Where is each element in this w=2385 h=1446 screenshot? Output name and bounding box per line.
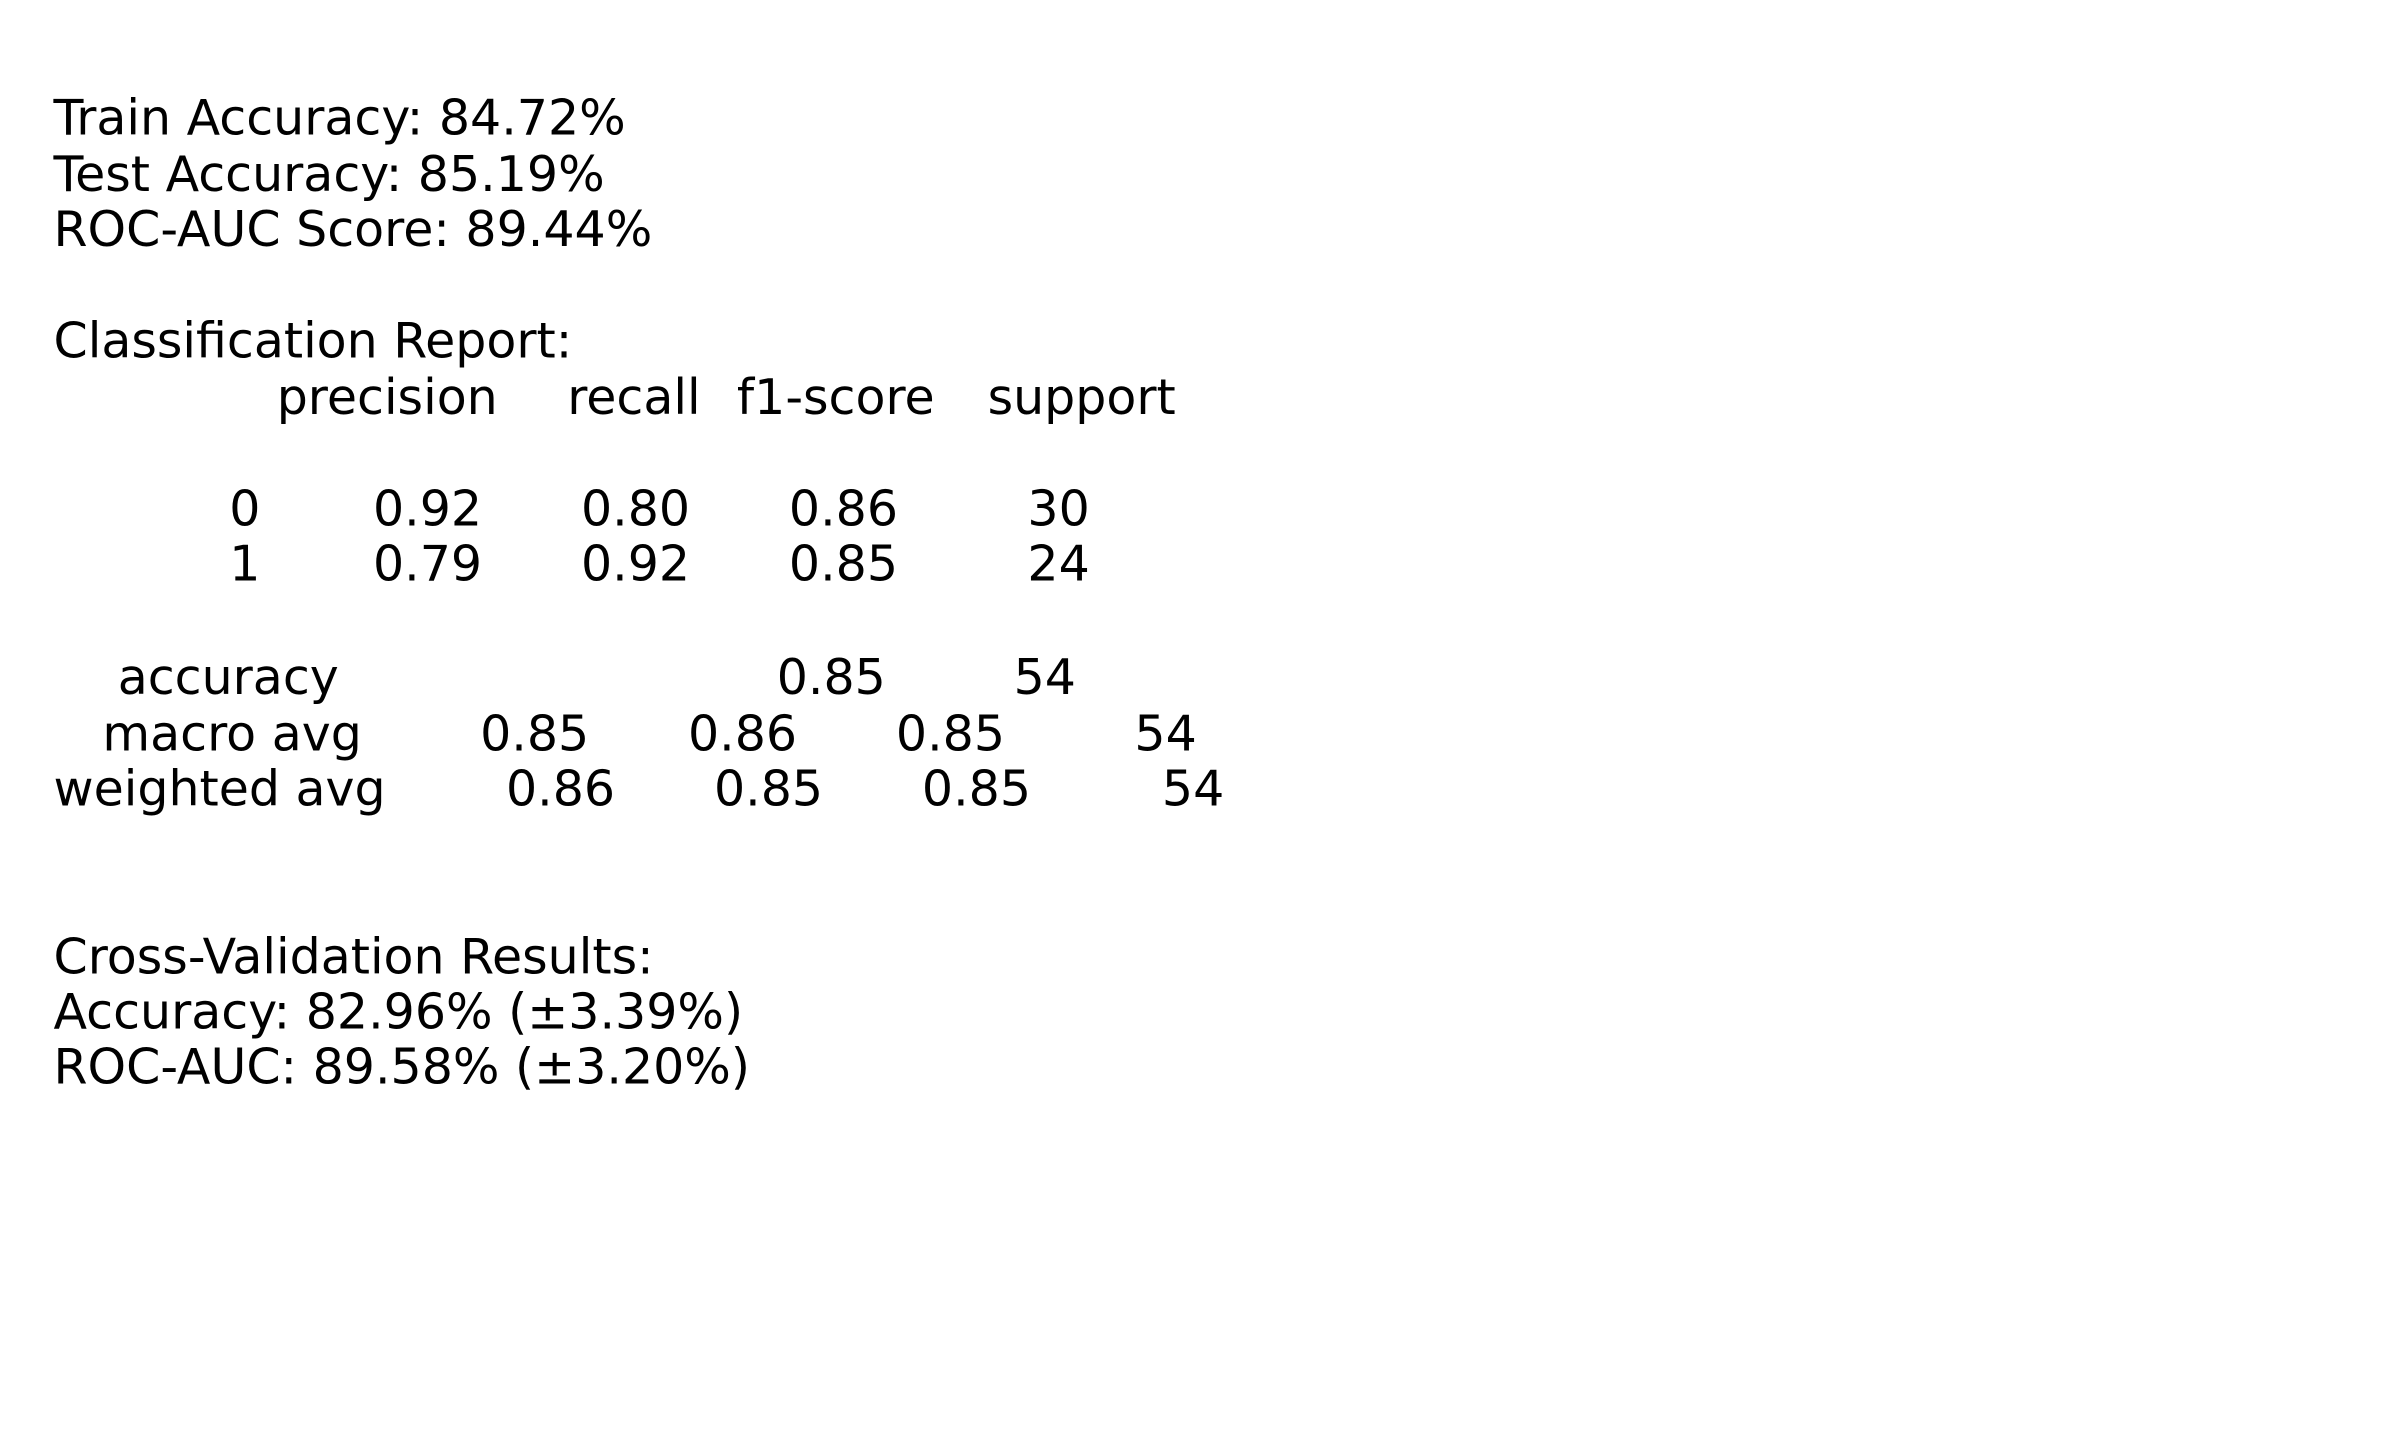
report-title: Classification Report: [54, 313, 573, 370]
cell: 0.85 [714, 760, 823, 817]
cell: 0.85 [896, 705, 1005, 762]
cell: 0.85 [789, 536, 898, 593]
column-header: f1-score [737, 369, 935, 426]
summary-line: Test Accuracy: 85.19% [53, 146, 605, 203]
row-label: macro avg [102, 705, 361, 762]
cell: 54 [1014, 649, 1076, 706]
row-label: accuracy [118, 649, 339, 706]
cv-line: ROC-AUC: 89.58% (±3.20%) [54, 1039, 750, 1096]
column-header: support [988, 369, 1176, 426]
cell: 0.86 [506, 760, 615, 817]
cell: 0.79 [373, 536, 482, 593]
column-header: precision [277, 369, 498, 426]
cell: 0.86 [789, 481, 898, 538]
cell: 54 [1134, 705, 1196, 762]
row-label: weighted avg [54, 760, 386, 817]
cell: 0.92 [581, 536, 690, 593]
cell: 54 [1162, 760, 1224, 817]
row-label: 1 [229, 536, 260, 593]
cell: 30 [1027, 481, 1089, 538]
cell: 0.86 [688, 705, 797, 762]
cell: 0.80 [581, 481, 690, 538]
cell: 0.85 [480, 705, 589, 762]
cell: 0.85 [777, 649, 886, 706]
cell: 0.85 [922, 760, 1031, 817]
cv-line: Accuracy: 82.96% (±3.39%) [54, 984, 744, 1041]
row-label: 0 [229, 481, 260, 538]
summary-line: Train Accuracy: 84.72% [53, 89, 626, 146]
column-header: recall [567, 369, 700, 426]
cell: 0.92 [373, 481, 482, 538]
cv-title: Cross-Validation Results: [54, 929, 654, 986]
summary-line: ROC-AUC Score: 89.44% [54, 201, 653, 258]
cell: 24 [1027, 536, 1089, 593]
